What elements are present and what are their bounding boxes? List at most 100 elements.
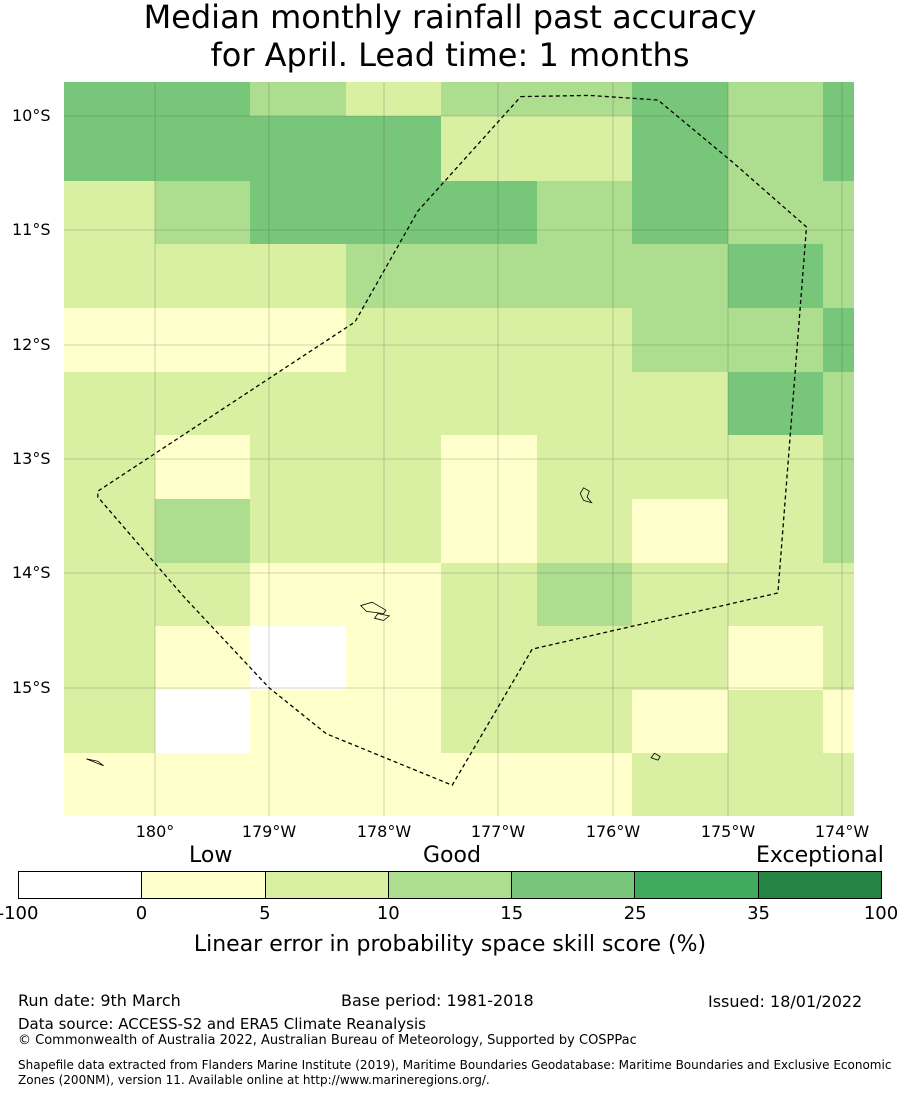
grid-cell: [823, 690, 854, 753]
grid-cell: [441, 244, 537, 308]
grid-cell: [728, 82, 823, 116]
grid-cell: [632, 82, 728, 116]
grid-cell: [64, 563, 155, 626]
category-low: Low: [189, 843, 233, 868]
grid-cell: [728, 626, 823, 690]
grid-cell: [346, 626, 441, 690]
grid-cell: [823, 308, 854, 372]
colorbar-tick-label: 100: [863, 903, 899, 924]
grid-cell: [155, 82, 250, 116]
grid-cell: [346, 244, 441, 308]
grid-cell: [64, 116, 155, 181]
shapefile-credit: Shapefile data extracted from Flanders M…: [18, 1058, 892, 1087]
grid-cell: [155, 690, 250, 753]
grid-cell: [823, 82, 854, 116]
grid-cell: [346, 435, 441, 499]
grid-cell: [823, 563, 854, 626]
grid-cell: [441, 116, 537, 181]
grid-cell: [250, 82, 346, 116]
grid-cell: [64, 308, 155, 372]
grid-cell: [155, 372, 250, 435]
grid-cell: [632, 435, 728, 499]
grid-cell: [728, 435, 823, 499]
copyright: © Commonwealth of Australia 2022, Austra…: [18, 1033, 637, 1048]
grid-cell: [728, 181, 823, 244]
grid-cell: [632, 116, 728, 181]
grid-cell: [250, 116, 346, 181]
x-axis-label: 179°W: [241, 822, 297, 841]
grid-cell: [728, 753, 823, 816]
grid-cell: [250, 690, 346, 753]
grid-cell: [537, 563, 632, 626]
colorbar-tick-label: -100: [0, 903, 39, 924]
grid-cell: [728, 372, 823, 435]
grid-cell: [537, 372, 632, 435]
grid-cell: [632, 372, 728, 435]
grid-cell: [632, 753, 728, 816]
grid-cell: [155, 308, 250, 372]
grid-cell: [441, 308, 537, 372]
grid-cell: [155, 244, 250, 308]
colorbar-segment: [141, 872, 265, 898]
graticule: [64, 82, 854, 816]
grid-cell: [537, 82, 632, 116]
grid-cell: [728, 116, 823, 181]
colorbar-tick-label: 0: [135, 903, 148, 924]
grid-cell: [632, 499, 728, 563]
grid-cell: [441, 626, 537, 690]
grid-cell: [728, 690, 823, 753]
x-axis-label: 175°W: [700, 822, 756, 841]
grid-cell: [64, 753, 155, 816]
grid-cell: [64, 690, 155, 753]
grid-cell: [537, 244, 632, 308]
grid-cell: [537, 116, 632, 181]
eez-boundary: [97, 94, 808, 787]
colorbar-tick-label: 15: [500, 903, 524, 924]
grid-cell: [632, 181, 728, 244]
grid-cell: [537, 626, 632, 690]
colorbar-tick-label: 10: [376, 903, 400, 924]
colorbar-label: Linear error in probability space skill …: [193, 932, 707, 957]
chart-title-line-2: for April. Lead time: 1 months: [210, 36, 690, 74]
colorbar-segment: [511, 872, 635, 898]
chart-title-line-1: Median monthly rainfall past accuracy: [143, 0, 757, 36]
grid-cell: [632, 626, 728, 690]
grid-cell: [346, 308, 441, 372]
grid-cell: [155, 499, 250, 563]
grid-cell: [441, 499, 537, 563]
grid-cell: [64, 626, 155, 690]
grid-cell: [250, 308, 346, 372]
colorbar-segment: [264, 872, 388, 898]
grid-cell: [441, 435, 537, 499]
grid-cell: [441, 563, 537, 626]
run-date: Run date: 9th March: [18, 991, 181, 1010]
grid-cell: [250, 244, 346, 308]
grid-cell: [155, 181, 250, 244]
grid-cell: [823, 181, 854, 244]
grid-cell: [250, 435, 346, 499]
y-axis-label: 14°S: [12, 563, 51, 582]
grid-cell: [155, 626, 250, 690]
category-good: Good: [423, 843, 481, 868]
colorbar-segment: [387, 872, 512, 898]
grid-cell: [250, 563, 346, 626]
colorbar-segment: [19, 872, 142, 898]
grid-cell: [155, 116, 250, 181]
grid-cell: [537, 181, 632, 244]
colorbar-segment: [634, 872, 758, 898]
colorbar: [18, 871, 882, 899]
grid-cell: [537, 690, 632, 753]
data-source: Data source: ACCESS-S2 and ERA5 Climate …: [18, 1015, 426, 1033]
grid-cell: [250, 372, 346, 435]
grid-cell: [537, 499, 632, 563]
x-axis-label: 180°: [135, 822, 175, 841]
grid-cell: [346, 690, 441, 753]
grid-cell: [632, 308, 728, 372]
grid-cell: [250, 499, 346, 563]
colorbar-tick-label: 5: [259, 903, 271, 924]
island-outline: [579, 487, 593, 504]
base-period: Base period: 1981-2018: [341, 991, 534, 1010]
x-axis-label: 177°W: [470, 822, 526, 841]
grid-cell: [632, 690, 728, 753]
colorbar-tick-label: 25: [623, 903, 647, 924]
